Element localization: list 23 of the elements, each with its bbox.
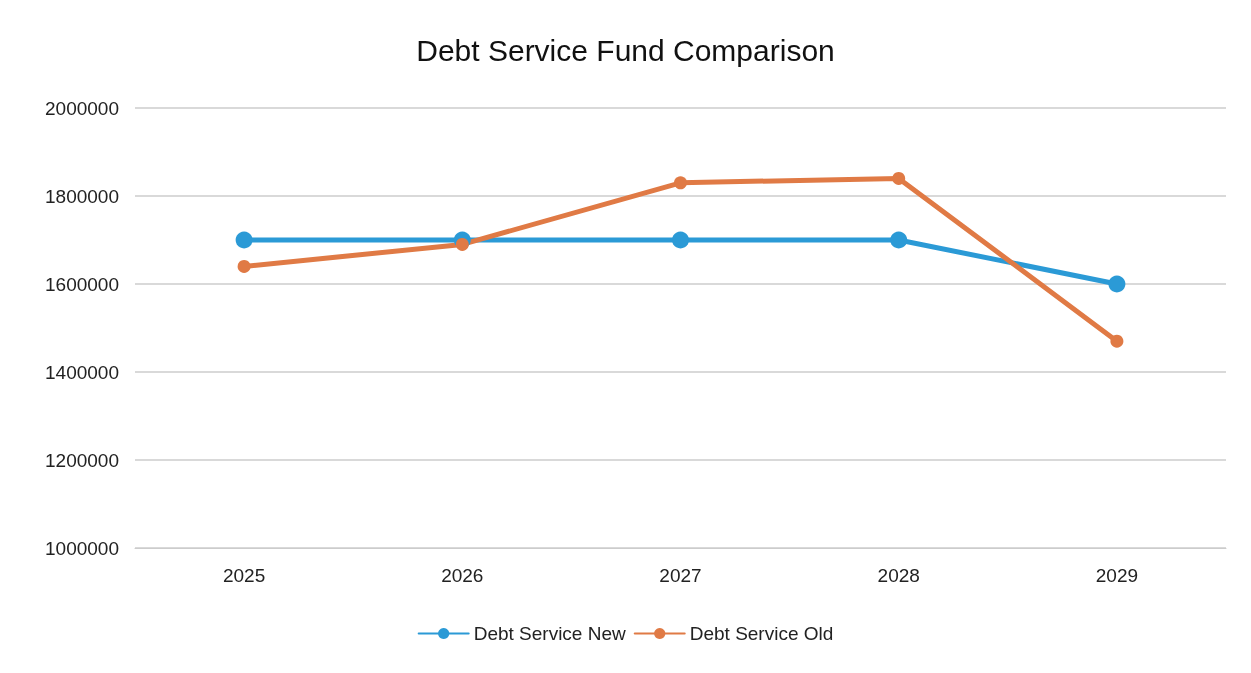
point	[237, 259, 251, 273]
point	[674, 176, 687, 190]
x-tick-label: 2027	[659, 565, 702, 586]
y-tick-label: 1000000	[45, 537, 119, 559]
point	[890, 231, 908, 249]
point	[672, 231, 689, 249]
legend-label: Debt Service Old	[689, 623, 834, 644]
chart-title: Debt Service Fund Comparison	[416, 33, 835, 67]
y-tick-label: 1600000	[45, 273, 119, 295]
point	[235, 231, 253, 249]
y-tick-label: 1200000	[45, 449, 119, 471]
x-tick-label: 2028	[877, 565, 920, 586]
y-tick-label: 2000000	[45, 97, 119, 119]
x-tick-label: 2025	[222, 565, 266, 586]
x-tick-label: 2026	[441, 565, 484, 586]
point	[892, 171, 906, 185]
legend-label: Debt Service New	[473, 623, 626, 644]
y-tick-label: 1800000	[45, 185, 119, 207]
x-tick-label: 2029	[1095, 565, 1139, 586]
point	[1108, 275, 1126, 293]
point	[455, 237, 469, 251]
point	[1110, 334, 1124, 348]
y-tick-label: 1400000	[45, 361, 119, 383]
